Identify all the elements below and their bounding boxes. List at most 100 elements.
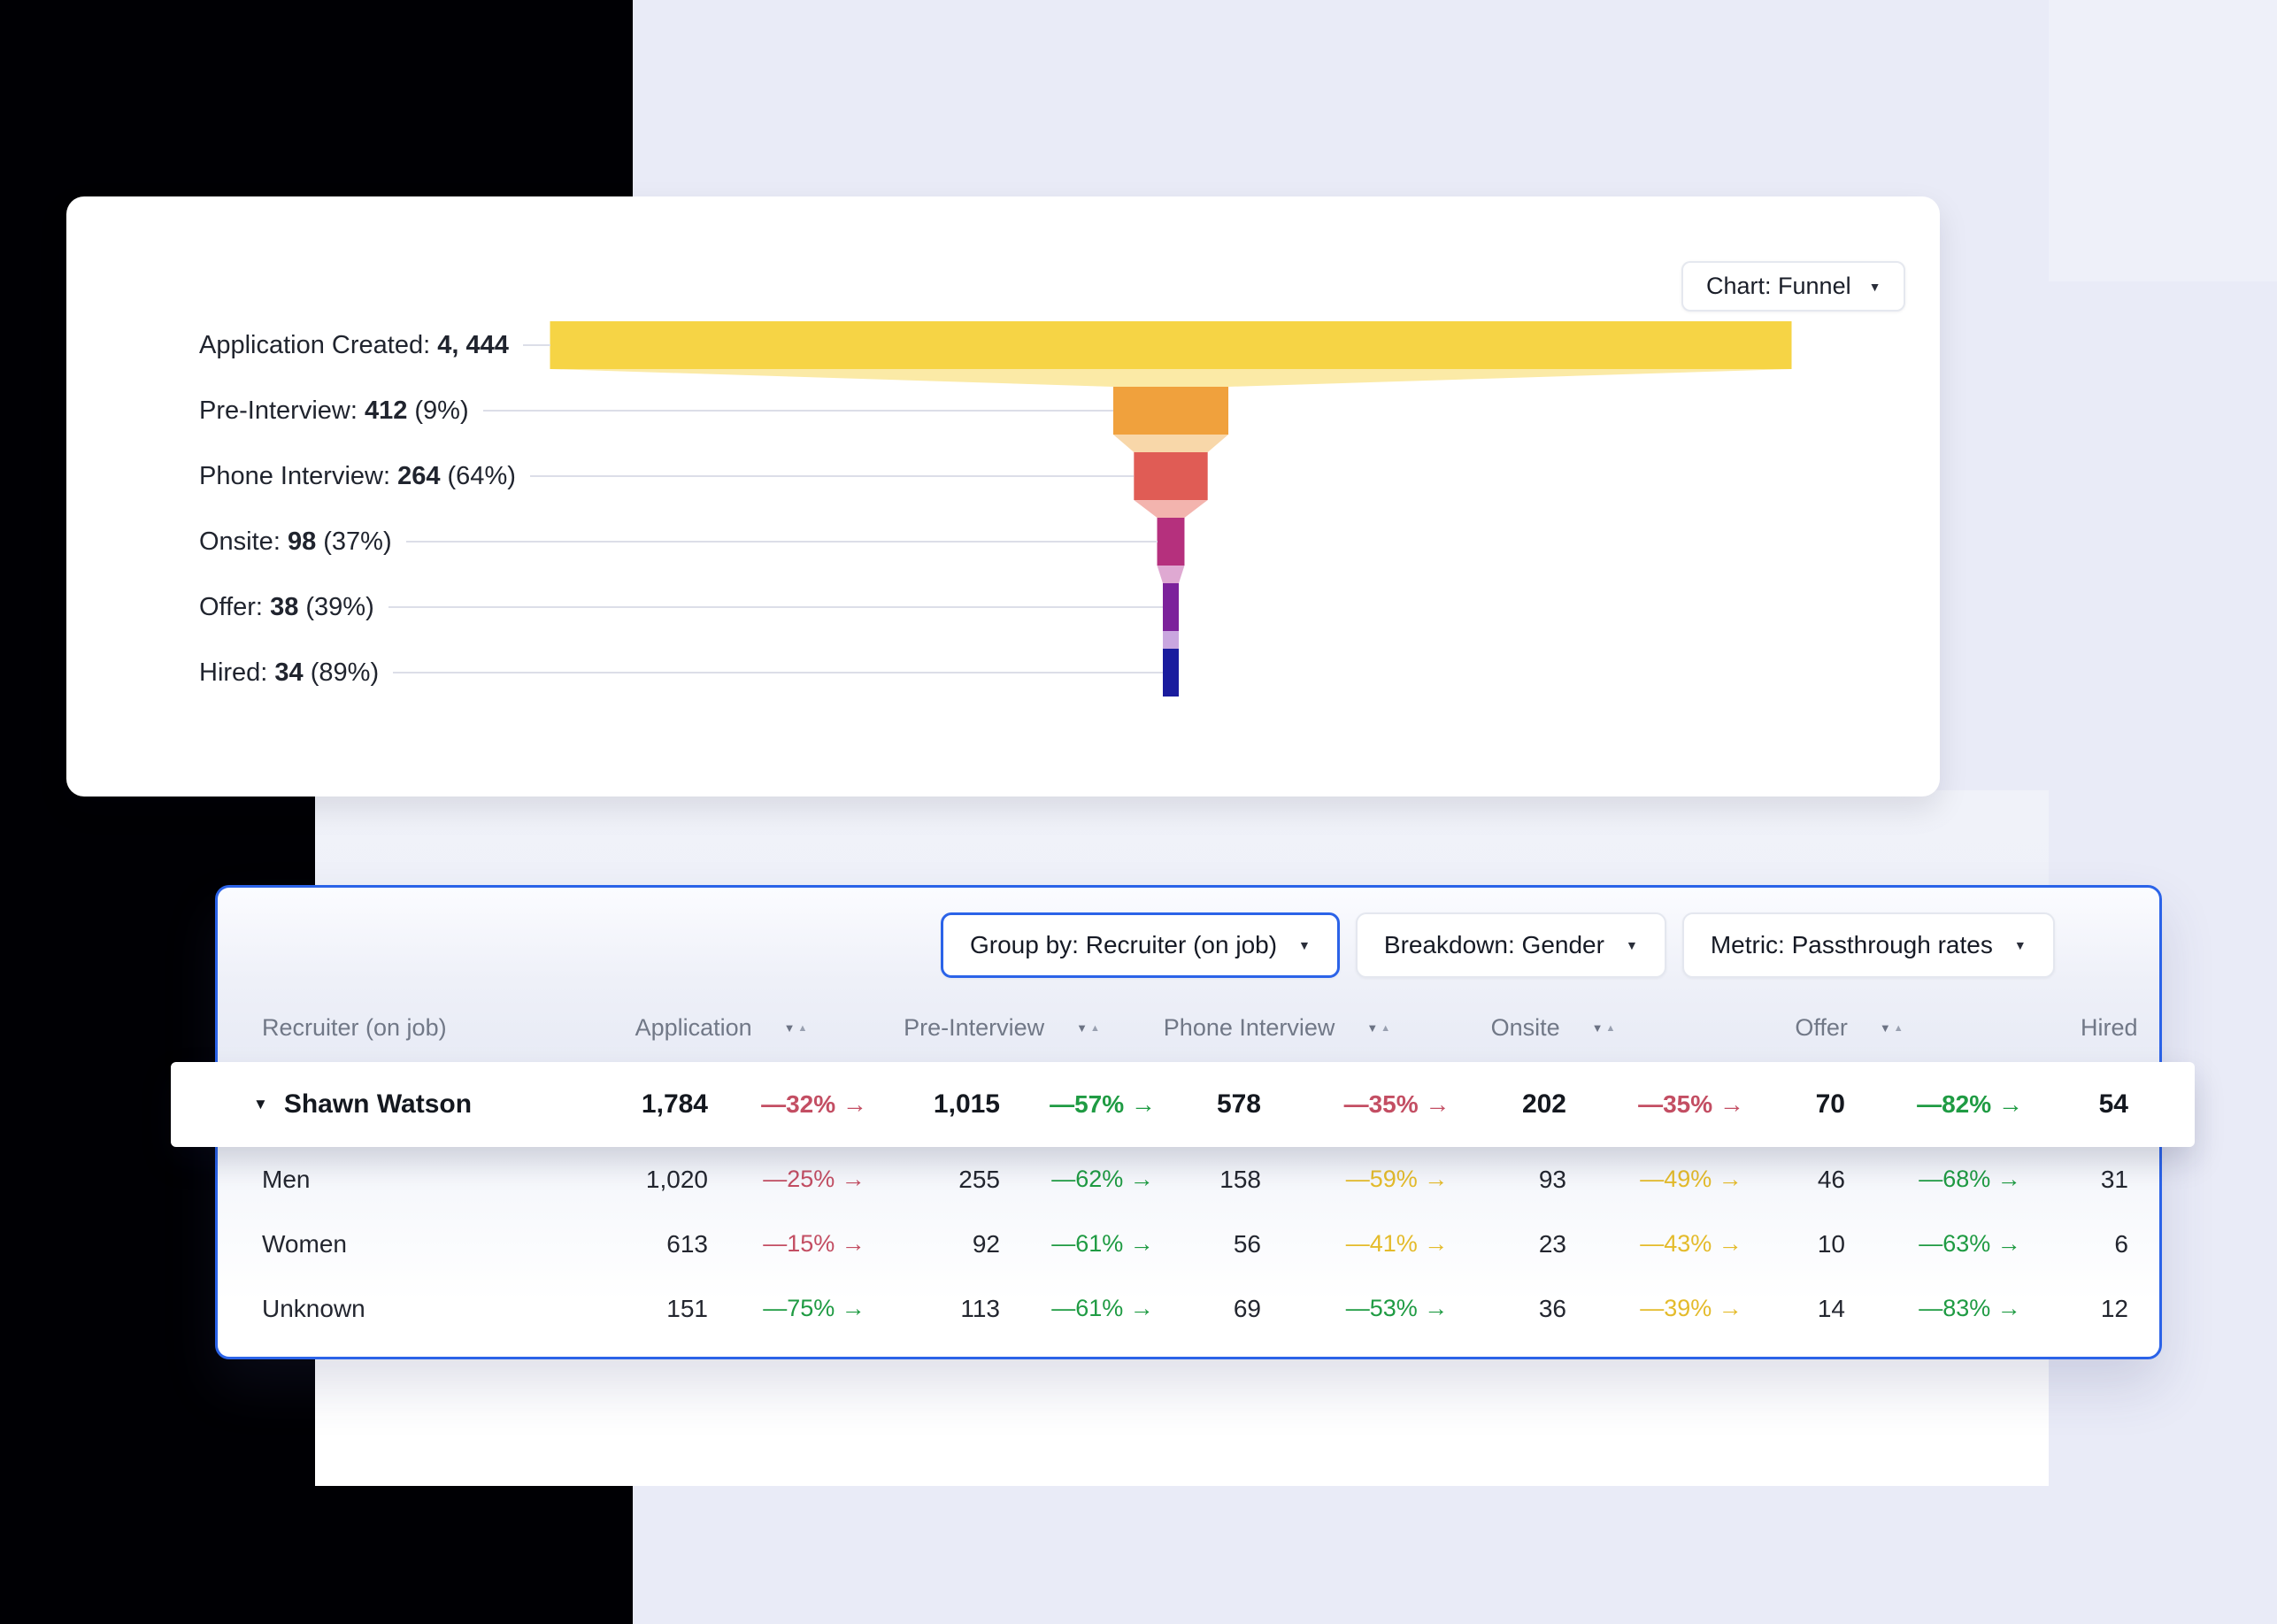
funnel-leader-line xyxy=(393,672,1163,673)
group-row-label: ▼ Shawn Watson xyxy=(218,1089,501,1120)
passthrough-rate: —75% → xyxy=(763,1295,865,1321)
sort-asc-icon: ▲ xyxy=(1090,1022,1100,1034)
funnel-chart-card: Application Created: 4, 444 Pre-Interview… xyxy=(66,196,1940,797)
sort-icon[interactable]: ▼ ▲ xyxy=(1592,1022,1616,1034)
column-header-hired: Hired xyxy=(2081,1013,2138,1041)
stage-value: 93 xyxy=(1538,1165,1566,1193)
stage-value: 613 xyxy=(666,1229,708,1258)
funnel-transition xyxy=(1163,631,1179,649)
passthrough-rate: —49% → xyxy=(1640,1166,1742,1192)
group-by-dropdown[interactable]: Group by: Recruiter (on job) ▼ xyxy=(941,912,1340,978)
passthrough-rate: —57% → xyxy=(1050,1090,1156,1118)
passthrough-rate: —41% → xyxy=(1345,1230,1449,1257)
stage-value: 69 xyxy=(1233,1294,1261,1322)
funnel-stage-label-row: Hired: 34 (89%) xyxy=(199,649,1163,697)
background-top-right-panel xyxy=(2049,0,2277,281)
funnel-stage-label-row: Application Created: 4, 444 xyxy=(199,321,550,369)
recruiter-name: Shawn Watson xyxy=(283,1089,473,1119)
column-header-group: Pre-Interview ▼ ▲ xyxy=(904,1014,1100,1042)
chart-type-dropdown[interactable]: Chart: Funnel ▼ xyxy=(1681,261,1906,312)
stage-value: 1,784 xyxy=(641,1089,708,1119)
funnel-transition xyxy=(1134,500,1208,518)
sort-icon[interactable]: ▼ ▲ xyxy=(1366,1022,1390,1034)
stage-value: 6 xyxy=(2114,1229,2128,1258)
passthrough-rate: —25% → xyxy=(763,1166,865,1192)
funnel-transition xyxy=(1157,566,1185,583)
table-row-women[interactable]: Women 613 —15% → 92 —61% → 56 —41% → 23 —43% → 10… xyxy=(218,1212,2142,1276)
stage-value: 158 xyxy=(1219,1165,1261,1193)
funnel-stage-label: Onsite: 98 (37%) xyxy=(199,527,392,556)
breakdown-dropdown[interactable]: Breakdown: Gender ▼ xyxy=(1355,912,1666,978)
group-by-label: Group by: Recruiter (on job) xyxy=(970,931,1278,958)
row-label: Women xyxy=(262,1229,347,1258)
passthrough-rate: —53% → xyxy=(1345,1295,1449,1321)
table-row-men[interactable]: Men 1,020 —25% → 255 —62% → 158 —59% → 93 —49% →… xyxy=(218,1147,2142,1212)
column-header-label: Application xyxy=(635,1013,752,1041)
sort-icon[interactable]: ▼ ▲ xyxy=(784,1022,808,1034)
funnel-leader-line xyxy=(388,606,1163,608)
table-toolbar: Group by: Recruiter (on job) ▼ Breakdown… xyxy=(941,912,2055,978)
collapse-caret-icon[interactable]: ▼ xyxy=(253,1096,268,1112)
funnel-stage-label: Hired: 34 (89%) xyxy=(199,658,380,687)
funnel-stage-label-row: Pre-Interview: 412 (9%) xyxy=(199,387,1113,435)
column-header-label: Phone Interview xyxy=(1163,1013,1335,1041)
funnel-leader-line xyxy=(482,410,1113,412)
stage-value: 1,015 xyxy=(933,1089,1000,1119)
stage-value: 14 xyxy=(1817,1294,1845,1322)
funnel-leader-line xyxy=(529,475,1135,477)
funnel-stage-label: Pre-Interview: 412 (9%) xyxy=(199,396,469,425)
passthrough-rate: —61% → xyxy=(1051,1230,1154,1257)
funnel-stage-label: Offer: 38 (39%) xyxy=(199,592,374,621)
breakdown-label: Breakdown: Gender xyxy=(1383,931,1604,958)
passthrough-rate: —59% → xyxy=(1345,1166,1449,1192)
column-header-label: Offer xyxy=(1795,1013,1848,1041)
passthrough-rate: —83% → xyxy=(1919,1295,2021,1321)
sort-desc-icon: ▼ xyxy=(1879,1020,1891,1035)
column-header-pre-interview[interactable]: Pre-Interview ▼ ▲ xyxy=(904,1014,1191,1042)
stage-value: 70 xyxy=(1815,1089,1845,1119)
funnel-stage-label-row: Phone Interview: 264 (64%) xyxy=(199,452,1135,500)
sort-desc-icon: ▼ xyxy=(783,1020,796,1035)
metric-label: Metric: Passthrough rates xyxy=(1710,931,1993,958)
chevron-down-icon: ▼ xyxy=(1298,938,1311,952)
funnel-leader-line xyxy=(405,541,1158,543)
chevron-down-icon: ▼ xyxy=(1625,938,1638,952)
row-label: Unknown xyxy=(262,1294,365,1322)
stage-value: 23 xyxy=(1538,1229,1566,1258)
funnel-transition xyxy=(1112,435,1229,452)
stage-value: 151 xyxy=(666,1294,708,1322)
table-header-row: Recruiter (on job) Application ▼ ▲ Pre-Inter… xyxy=(218,998,2142,1057)
sort-icon[interactable]: ▼ ▲ xyxy=(1880,1022,1904,1034)
sort-asc-icon: ▲ xyxy=(1381,1022,1391,1034)
sort-icon[interactable]: ▼ ▲ xyxy=(1076,1022,1100,1034)
stage-value: 56 xyxy=(1233,1229,1261,1258)
stage-value: 10 xyxy=(1817,1229,1845,1258)
stage-value: 113 xyxy=(960,1294,1000,1322)
funnel-bar-hired xyxy=(1163,649,1179,697)
funnel-chart xyxy=(550,321,1792,697)
group-row-shawn-watson[interactable]: ▼ Shawn Watson 1,784 —32% → 1,015 —57% → 578 —3… xyxy=(171,1062,2195,1147)
metric-dropdown[interactable]: Metric: Passthrough rates ▼ xyxy=(1681,912,2055,978)
passthrough-rate: —68% → xyxy=(1919,1166,2021,1192)
passthrough-rate: —61% → xyxy=(1051,1295,1154,1321)
stage-value: 92 xyxy=(972,1229,1000,1258)
stage-value: 1,020 xyxy=(645,1165,708,1193)
column-header-label: Pre-Interview xyxy=(904,1013,1045,1041)
passthrough-rate: —63% → xyxy=(1919,1230,2021,1257)
column-header-offer[interactable]: Offer ▼ ▲ xyxy=(1795,1014,2081,1042)
chevron-down-icon: ▼ xyxy=(1868,279,1881,294)
stage-value: 46 xyxy=(1817,1165,1845,1193)
stage-value: 31 xyxy=(2100,1165,2128,1193)
passthrough-rate: —32% → xyxy=(761,1090,867,1118)
stage-value: 202 xyxy=(1521,1089,1566,1119)
column-header-phone-interview[interactable]: Phone Interview ▼ ▲ xyxy=(1164,1014,1519,1042)
table-row-unknown[interactable]: Unknown 151 —75% → 113 —61% → 69 —53% → 36 —39% … xyxy=(218,1276,2142,1341)
passthrough-rate: —35% → xyxy=(1638,1090,1744,1118)
passthrough-rate: —62% → xyxy=(1051,1166,1154,1192)
funnel-bar-offer xyxy=(1163,583,1179,631)
funnel-stage-label: Application Created: 4, 444 xyxy=(199,330,509,359)
column-header-application[interactable]: Application ▼ ▲ xyxy=(501,1014,906,1042)
column-header-onsite[interactable]: Onsite ▼ ▲ xyxy=(1491,1014,1802,1042)
stage-value: 255 xyxy=(958,1165,1000,1193)
